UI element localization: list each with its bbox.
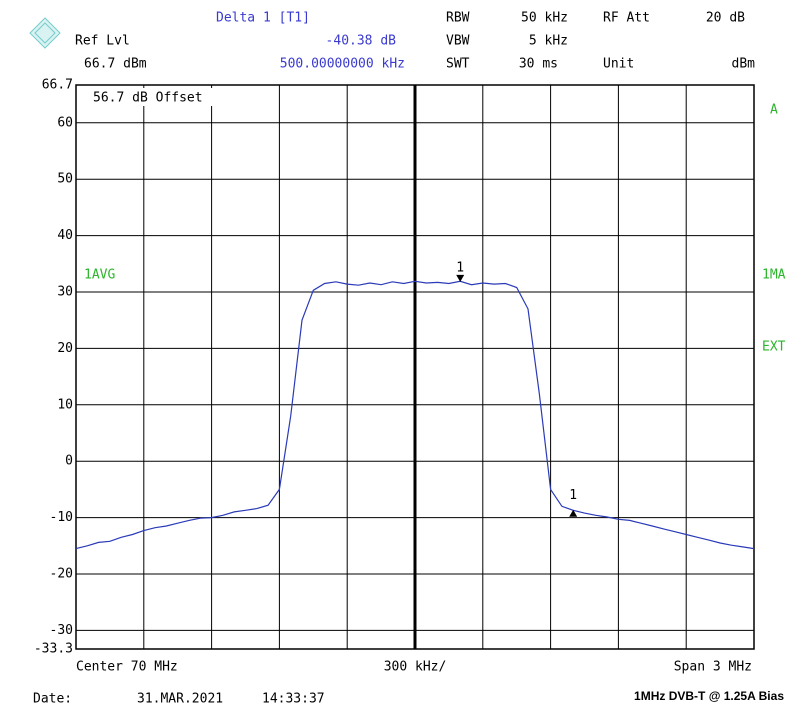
rf-att-label: RF Att bbox=[603, 11, 650, 26]
ref-lvl-value: 66.7 dBm bbox=[84, 57, 147, 72]
y-tick-label: 66.7 bbox=[42, 78, 73, 93]
marker bbox=[456, 274, 465, 282]
marker-label: 1 bbox=[456, 260, 464, 275]
y-tick-label: 60 bbox=[57, 115, 73, 130]
y-tick-label: 50 bbox=[57, 172, 73, 187]
y-tick-label: -30 bbox=[50, 623, 73, 638]
y-tick-label: 20 bbox=[57, 341, 73, 356]
date: 31.MAR.2021 bbox=[137, 692, 223, 707]
delta-freq: 500.00000000 kHz bbox=[280, 57, 405, 72]
offset-note: 56.7 dB Offset bbox=[93, 91, 203, 106]
caption: 1MHz DVB-T @ 1.25A Bias bbox=[634, 689, 784, 703]
offset-box bbox=[90, 88, 226, 106]
vbw-label: VBW bbox=[446, 34, 470, 49]
marker bbox=[569, 509, 578, 517]
rbw-label: RBW bbox=[446, 11, 470, 26]
delta-value: -40.38 dB bbox=[326, 34, 397, 49]
y-tick-label: 40 bbox=[57, 228, 73, 243]
y-tick-label: -20 bbox=[50, 566, 73, 581]
y-tick-label: -33.3 bbox=[34, 642, 73, 657]
side-label: A bbox=[770, 103, 778, 118]
marker-label: 1 bbox=[569, 488, 577, 503]
side-label: 1MA bbox=[762, 268, 786, 283]
ref-lvl-label: Ref Lvl bbox=[75, 34, 130, 49]
unit-label: Unit bbox=[603, 57, 634, 72]
div-label: 300 kHz/ bbox=[384, 660, 447, 675]
trace bbox=[75, 280, 755, 550]
rf-att-value: 20 dB bbox=[706, 11, 745, 26]
logo bbox=[29, 17, 61, 49]
y-tick-label: 0 bbox=[65, 454, 73, 469]
time: 14:33:37 bbox=[262, 692, 325, 707]
rbw-value: 50 kHz bbox=[521, 11, 568, 26]
delta-title: Delta 1 [T1] bbox=[216, 11, 310, 26]
vbw-value: 5 kHz bbox=[529, 34, 568, 49]
y-tick-label: -10 bbox=[50, 510, 73, 525]
swt-label: SWT bbox=[446, 57, 470, 72]
date-label: Date: bbox=[33, 692, 72, 707]
y-tick-label: 10 bbox=[57, 397, 73, 412]
unit-value: dBm bbox=[732, 57, 756, 72]
side-label: EXT bbox=[762, 340, 786, 355]
y-tick-label: 30 bbox=[57, 284, 73, 299]
swt-value: 30 ms bbox=[519, 57, 558, 72]
center-label: Center 70 MHz bbox=[76, 660, 178, 675]
trace-mode: 1AVG bbox=[84, 268, 115, 283]
span-label: Span 3 MHz bbox=[674, 660, 752, 675]
